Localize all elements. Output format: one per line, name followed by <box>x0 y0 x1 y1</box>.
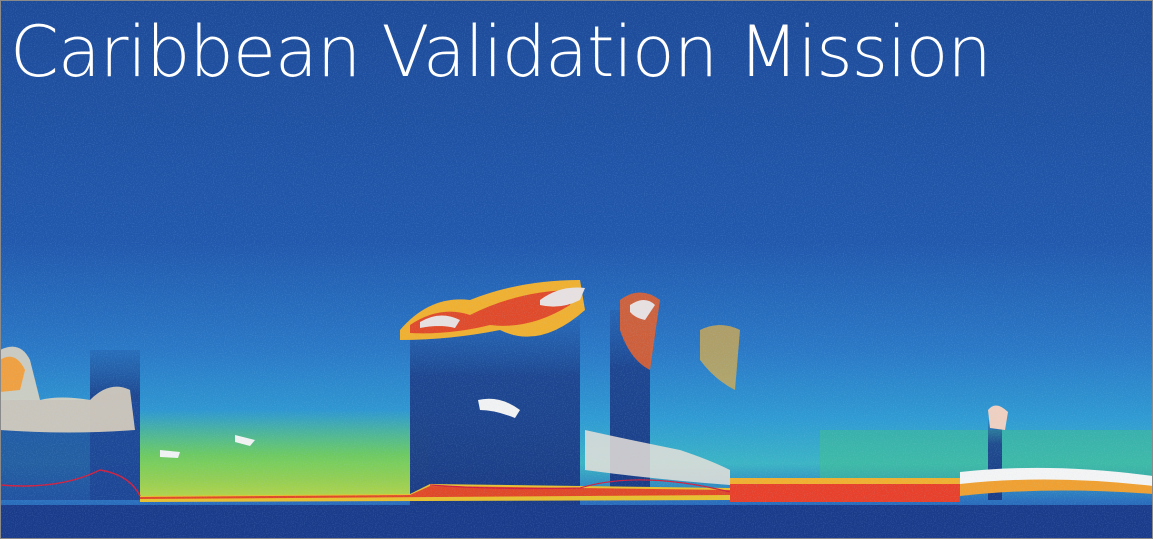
title: Caribbean Validation Mission <box>10 11 991 93</box>
